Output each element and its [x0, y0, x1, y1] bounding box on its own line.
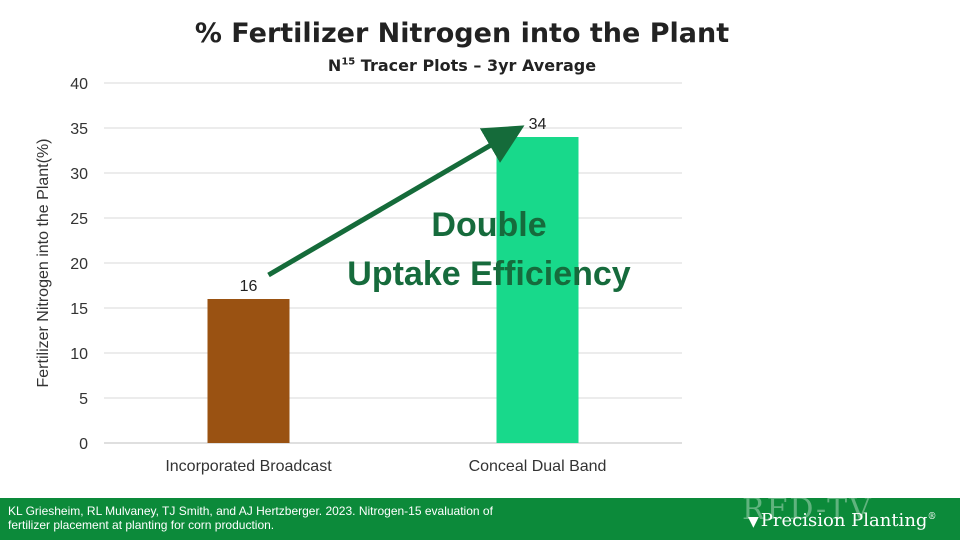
- bar-chart: 0 5 10 15 20 25 30 35 40 16 Incorporated Broadcas…: [35, 76, 682, 475]
- y-tick-label: 5: [79, 391, 88, 408]
- y-tick-label: 30: [70, 166, 88, 183]
- subtitle-prefix: N: [327, 56, 342, 75]
- bar-conceal-dual-band: [496, 137, 579, 443]
- annotation-line-1: Double: [431, 206, 546, 244]
- y-tick-label: 10: [70, 346, 88, 363]
- y-tick-label: 0: [79, 436, 88, 453]
- precision-planting-logo: ▼ Precision Planting®: [748, 510, 936, 531]
- data-label: 34: [529, 116, 547, 133]
- brand-registered-mark: ®: [927, 512, 937, 522]
- y-tick-label: 35: [70, 121, 88, 138]
- y-tick-label: 20: [70, 256, 88, 273]
- brand-mark-icon: ▼: [748, 514, 759, 530]
- chart-subtitle: N15 Tracer Plots – 3yr Average: [0, 56, 924, 75]
- subtitle-rest: Tracer Plots – 3yr Average: [355, 56, 597, 75]
- x-category-label: Incorporated Broadcast: [165, 458, 332, 475]
- y-tick-label: 40: [70, 76, 88, 93]
- bar-incorporated-broadcast: [207, 299, 290, 443]
- trend-arrow: [267, 125, 525, 278]
- y-tick-label: 15: [70, 301, 88, 318]
- footer-bar: KL Griesheim, RL Mulvaney, TJ Smith, and…: [0, 492, 960, 540]
- citation-text: KL Griesheim, RL Mulvaney, TJ Smith, and…: [8, 504, 493, 532]
- x-category-label: Conceal Dual Band: [469, 458, 607, 475]
- y-tick-label: 25: [70, 211, 88, 228]
- brand-name: Precision Planting: [760, 510, 928, 531]
- subtitle-superscript: 15: [341, 56, 356, 68]
- y-axis-label: Fertilizer Nitrogen into the Plant(%): [35, 139, 52, 388]
- chart-title: % Fertilizer Nitrogen into the Plant: [194, 18, 730, 49]
- rfdtv-watermark: RFD-TV: [742, 492, 873, 527]
- data-label: 16: [240, 278, 258, 295]
- annotation-line-2: Uptake Efficiency: [347, 255, 631, 293]
